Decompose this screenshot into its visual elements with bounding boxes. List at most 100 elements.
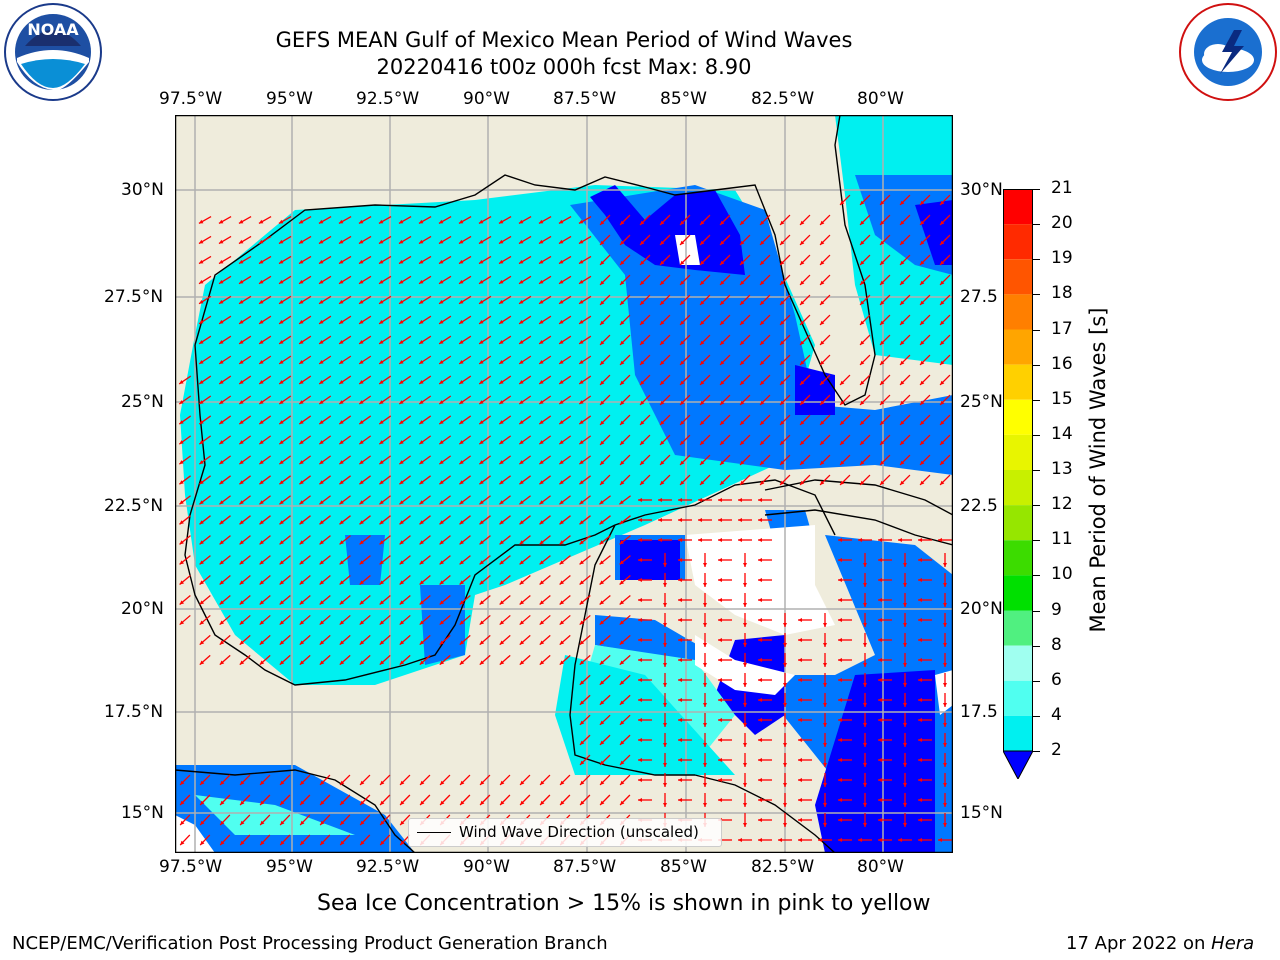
arrow-head [579, 680, 585, 685]
wave-direction-arrow [939, 214, 951, 226]
wave-direction-arrow [758, 618, 772, 622]
arrow-head [280, 840, 285, 846]
arrow-head [539, 480, 544, 485]
arrow-head [758, 818, 762, 822]
arrow-head [700, 260, 705, 265]
wave-direction-arrow [919, 354, 931, 366]
wave-direction-arrow [779, 474, 791, 486]
arrow-head [439, 319, 444, 324]
arrow-head [619, 720, 625, 725]
wave-direction-arrow [918, 618, 932, 622]
wave-direction-arrow [438, 395, 452, 405]
arrow-head [743, 643, 747, 647]
arrow-head [660, 340, 665, 345]
wave-direction-arrow [943, 773, 947, 787]
wave-direction-arrow [458, 435, 472, 445]
wave-direction-arrow [399, 555, 411, 565]
arrow-head [900, 380, 905, 385]
arrow-head [860, 360, 865, 365]
wave-direction-arrow [178, 375, 192, 385]
arrow-head [703, 783, 707, 787]
arrow-head [783, 763, 787, 767]
colorbar-band [1003, 329, 1033, 365]
arrow-head [940, 240, 945, 245]
wave-direction-arrow [899, 314, 911, 326]
arrow-head [638, 578, 642, 582]
arrow-head [760, 420, 765, 425]
arrow-head [179, 580, 184, 585]
wave-direction-arrow [198, 235, 212, 245]
wave-period-area [855, 175, 953, 275]
arrow-head [758, 578, 762, 582]
arrow-head [299, 640, 305, 645]
arrow-head [903, 803, 907, 807]
wave-direction-arrow [498, 275, 512, 285]
wave-direction-arrow [659, 414, 671, 426]
wave-direction-arrow [378, 335, 392, 345]
arrow-head [459, 420, 464, 425]
arrow-head [743, 623, 747, 627]
arrow-head [840, 460, 845, 465]
arrow-head [838, 678, 842, 682]
arrow-head [823, 723, 827, 727]
arrow-head [758, 838, 762, 842]
arrow-head [920, 220, 925, 225]
wave-direction-arrow [579, 794, 591, 806]
wave-direction-arrow [599, 254, 611, 266]
wave-direction-arrow [479, 555, 491, 565]
arrow-head [678, 638, 682, 642]
arrow-head [863, 663, 867, 667]
wave-direction-arrow [538, 435, 552, 445]
wave-direction-arrow [279, 575, 291, 585]
arrow-head [400, 840, 405, 846]
wave-direction-arrow [858, 538, 872, 542]
arrow-head [758, 798, 762, 802]
wave-direction-arrow [419, 654, 431, 666]
wave-direction-arrow [319, 614, 331, 626]
wave-direction-arrow [438, 215, 452, 225]
arrow-head [500, 800, 505, 806]
wave-direction-arrow [358, 455, 372, 465]
wave-direction-arrow [559, 614, 571, 626]
arrow-head [720, 480, 725, 485]
wave-direction-arrow [299, 515, 311, 525]
arrow-head [259, 560, 264, 565]
arrow-head [359, 500, 364, 505]
arrow-head [918, 798, 922, 802]
arrow-head [703, 643, 707, 647]
wave-direction-arrow [218, 315, 232, 325]
arrow-head [940, 200, 945, 205]
wave-direction-arrow [863, 793, 867, 807]
arrow-head [299, 420, 304, 425]
arrow-head [700, 440, 705, 445]
wave-direction-arrow [638, 698, 652, 702]
wave-direction-arrow [823, 673, 827, 687]
arrow-head [380, 800, 385, 806]
arrow-head [319, 560, 324, 565]
arrow-head [718, 618, 722, 622]
arrow-head [560, 800, 565, 806]
wave-direction-arrow [863, 693, 867, 707]
arrow-head [379, 460, 384, 465]
wave-direction-arrow [599, 654, 611, 666]
wave-direction-arrow [759, 294, 771, 306]
arrow-head [600, 480, 605, 485]
wave-direction-arrow [679, 354, 691, 366]
wave-direction-arrow [298, 235, 312, 245]
arrow-head [280, 800, 285, 806]
lon-label-top: 90°W [463, 89, 510, 109]
arrow-head [900, 480, 905, 485]
wave-direction-arrow [779, 334, 791, 346]
arrow-head [758, 638, 762, 642]
wave-direction-arrow [439, 594, 451, 606]
colorbar-tick-mark [1033, 540, 1040, 542]
wave-direction-arrow [703, 553, 707, 567]
arrow-head [783, 743, 787, 747]
arrow-head [619, 500, 624, 505]
wave-direction-arrow [599, 754, 611, 766]
wave-direction-arrow [783, 753, 787, 767]
wave-direction-arrow [599, 294, 611, 306]
wave-direction-arrow [399, 475, 411, 485]
wave-direction-arrow [718, 798, 732, 802]
wave-direction-arrow [338, 295, 352, 305]
